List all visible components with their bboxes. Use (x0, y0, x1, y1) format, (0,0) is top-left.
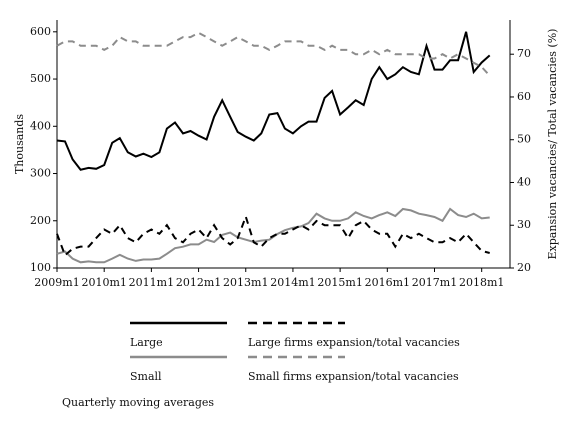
y2-tick-label: 70 (517, 47, 531, 60)
y-tick-label: 100 (30, 261, 51, 274)
y2-tick-label: 20 (517, 261, 531, 274)
x-tick-label: 2010m1 (81, 276, 126, 289)
y2-axis-label: Expansion vacancies/ Total vacancies (%) (546, 29, 559, 260)
x-tick-label: 2013m1 (223, 276, 268, 289)
x-tick-label: 2009m1 (34, 276, 79, 289)
legend-label: Large (130, 336, 163, 349)
x-tick-label: 2015m1 (317, 276, 362, 289)
y-tick-label: 500 (30, 72, 51, 85)
y-tick-label: 600 (30, 25, 51, 38)
series-line (56, 31, 491, 171)
y-axis-label: Thousands (13, 114, 26, 174)
y2-tick-label: 50 (517, 133, 531, 146)
y2-tick-label: 30 (517, 218, 531, 231)
note: Quarterly moving averages (62, 396, 214, 409)
x-tick-label: 2017m1 (412, 276, 457, 289)
series-line (56, 213, 490, 257)
y-tick-label: 300 (30, 167, 51, 180)
x-tick-label: 2018m1 (459, 276, 504, 289)
x-tick-label: 2016m1 (365, 276, 410, 289)
y-tick-label: 200 (30, 214, 51, 227)
x-tick-label: 2014m1 (270, 276, 315, 289)
x-tick-label: 2012m1 (176, 276, 221, 289)
legend-label: Small firms expansion/total vacancies (248, 370, 459, 383)
legend-label: Small (130, 370, 162, 383)
x-tick-label: 2011m1 (129, 276, 174, 289)
legend-label: Large firms expansion/total vacancies (248, 336, 460, 349)
y2-tick-label: 60 (517, 90, 531, 103)
y2-tick-label: 40 (517, 175, 531, 188)
y-tick-label: 400 (30, 119, 51, 132)
